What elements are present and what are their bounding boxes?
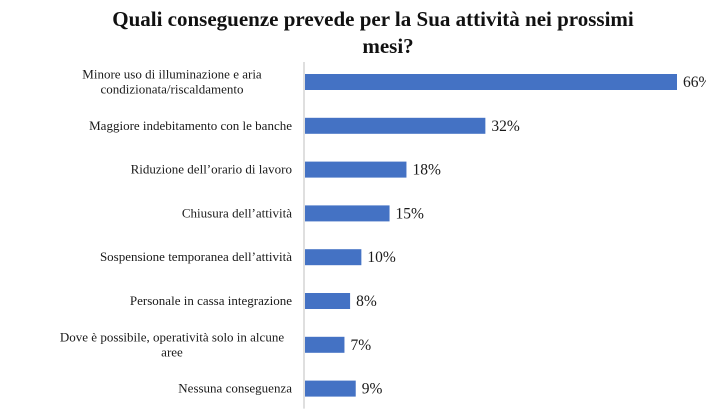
category-label-7: Nessuna conseguenza <box>178 381 292 396</box>
data-label-5: 8% <box>356 293 377 310</box>
bar-6 <box>305 336 345 353</box>
category-label-2-line-0: Riduzione dell’orario di lavoro <box>131 162 292 177</box>
category-label-4-line-0: Sospensione temporanea dell’attività <box>100 249 292 264</box>
data-label-1: 32% <box>491 118 520 135</box>
category-label-2: Riduzione dell’orario di lavoro <box>131 162 292 177</box>
data-label-3: 15% <box>396 205 425 222</box>
category-label-0-line-0: Minore uso di illuminazione e aria <box>82 67 262 82</box>
chart-title: Quali conseguenze prevede per la Sua att… <box>0 6 706 68</box>
bar-4 <box>305 249 362 266</box>
bar-3 <box>305 205 390 222</box>
chart-title-line-2: mesi? <box>362 34 414 58</box>
category-label-4: Sospensione temporanea dell’attività <box>100 249 292 264</box>
category-label-6-line-0: Dove è possibile, operatività solo in al… <box>60 329 284 344</box>
category-label-1: Maggiore indebitamento con le banche <box>89 118 292 133</box>
data-label-6: 7% <box>350 337 371 354</box>
data-label-4: 10% <box>367 249 396 266</box>
category-label-1-line-0: Maggiore indebitamento con le banche <box>89 118 292 133</box>
bars-group: 66% Minore uso di illuminazione e ariacon… <box>60 67 706 398</box>
data-label-0: 66% <box>683 74 706 91</box>
category-label-3-line-0: Chiusura dell’attività <box>182 205 292 220</box>
category-label-6-line-1: aree <box>161 344 183 359</box>
category-label-0: Minore uso di illuminazione e aria condiz… <box>82 67 262 97</box>
bar-5 <box>305 293 351 309</box>
category-label-7-line-0: Nessuna conseguenza <box>178 381 292 396</box>
bar-2 <box>305 161 407 178</box>
chart-title-line-1: Quali conseguenze prevede per la Sua att… <box>112 7 634 31</box>
category-label-6: Dove è possibile, operatività solo in al… <box>60 329 284 359</box>
data-label-2: 18% <box>412 162 441 179</box>
bar-1 <box>305 117 486 134</box>
bar-7 <box>305 380 356 397</box>
data-label-7: 9% <box>362 381 383 398</box>
category-label-0-line-1: condizionata/riscaldamento <box>101 82 244 97</box>
bar-0 <box>305 74 677 90</box>
category-label-5-line-0: Personale in cassa integrazione <box>130 293 292 308</box>
category-label-5: Personale in cassa integrazione <box>130 293 292 308</box>
category-label-3: Chiusura dell’attività <box>182 205 292 220</box>
